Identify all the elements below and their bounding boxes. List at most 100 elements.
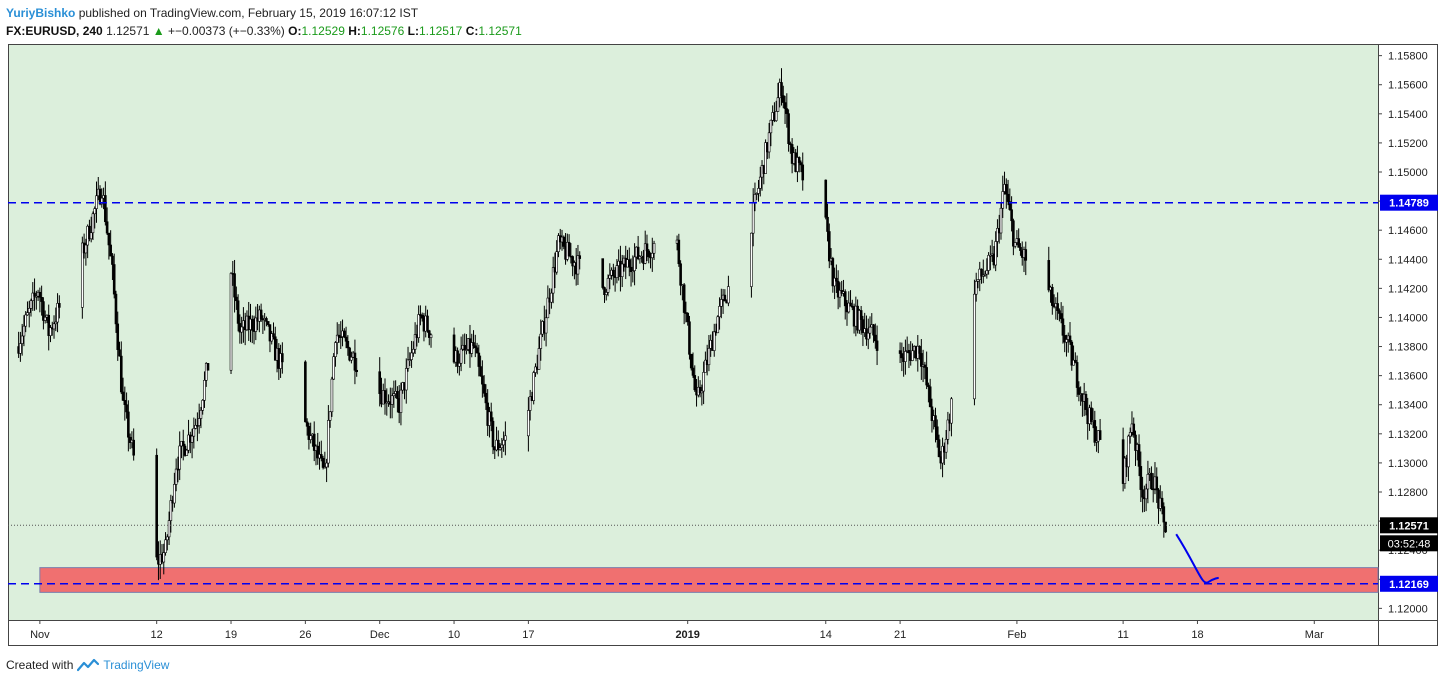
high-value: 1.12576 bbox=[360, 24, 405, 38]
candle-body bbox=[413, 334, 417, 350]
candle-body bbox=[550, 292, 553, 303]
candle-body bbox=[1065, 339, 1068, 343]
candle-body bbox=[93, 208, 97, 215]
candle-body bbox=[1056, 303, 1059, 311]
candle-body bbox=[458, 362, 461, 367]
candles bbox=[17, 68, 1167, 581]
candle-body bbox=[875, 340, 879, 351]
candle-body bbox=[49, 327, 52, 336]
candle-body bbox=[192, 428, 196, 437]
candle-body bbox=[54, 321, 58, 325]
candle-body bbox=[562, 236, 566, 247]
low-value: 1.12517 bbox=[418, 24, 463, 38]
support-zone bbox=[39, 567, 1379, 593]
candle-body bbox=[767, 132, 771, 153]
candle-body bbox=[47, 314, 51, 336]
candle-body bbox=[946, 419, 950, 440]
countdown-label: 03:52:48 bbox=[1388, 538, 1431, 550]
candle-body bbox=[645, 243, 649, 252]
x-tick-label: 12 bbox=[151, 629, 163, 641]
candle-body bbox=[194, 425, 197, 429]
candle-body bbox=[31, 292, 35, 301]
price-chart[interactable]: 1.120001.122001.124001.126001.128001.130… bbox=[0, 42, 1444, 648]
candle-body bbox=[688, 321, 691, 355]
candle-body bbox=[551, 267, 555, 294]
candle-body bbox=[606, 278, 610, 293]
x-tick-label: 10 bbox=[448, 629, 460, 641]
candle-body bbox=[1072, 359, 1075, 366]
candle-body bbox=[123, 400, 127, 405]
candle-body bbox=[537, 348, 541, 370]
candle-body bbox=[707, 348, 711, 366]
candle-body bbox=[980, 268, 983, 277]
candle-body bbox=[259, 309, 263, 320]
candle-body bbox=[502, 439, 505, 446]
candle-body bbox=[528, 396, 532, 411]
candle-body bbox=[112, 264, 116, 295]
candle-body bbox=[976, 279, 980, 282]
countdown-box bbox=[1380, 535, 1438, 552]
candle-body bbox=[702, 372, 705, 392]
candle-body bbox=[491, 420, 495, 448]
candle-body bbox=[452, 334, 456, 363]
candle-body bbox=[1095, 440, 1098, 443]
candle-body bbox=[769, 119, 773, 134]
close-label: C: bbox=[465, 24, 479, 38]
candle-body bbox=[698, 386, 702, 394]
candle-body bbox=[178, 445, 181, 470]
candle-body bbox=[764, 142, 767, 174]
candle-body bbox=[197, 418, 201, 426]
y-tick-label: 1.13000 bbox=[1388, 458, 1428, 470]
tradingview-brand[interactable]: TradingView bbox=[103, 658, 170, 672]
candle-body bbox=[304, 361, 307, 423]
candle-body bbox=[652, 243, 656, 254]
candle-body bbox=[861, 319, 865, 333]
candle-body bbox=[1075, 362, 1079, 388]
candle-body bbox=[105, 221, 109, 234]
candle-body bbox=[316, 445, 320, 459]
candle-body bbox=[1160, 497, 1164, 507]
candle-body bbox=[176, 468, 180, 471]
x-tick-label: 14 bbox=[820, 629, 832, 641]
candle-body bbox=[827, 231, 831, 262]
candle-body bbox=[718, 306, 721, 318]
chart-header: YuriyBishko published on TradingView.com… bbox=[6, 4, 522, 40]
author-name[interactable]: YuriyBishko bbox=[6, 6, 76, 20]
candle-body bbox=[1127, 435, 1130, 468]
candle-body bbox=[406, 359, 410, 369]
candle-body bbox=[114, 293, 118, 325]
candle-body bbox=[1019, 247, 1022, 251]
candle-body bbox=[1017, 238, 1020, 248]
candle-body bbox=[472, 342, 475, 347]
candle-body bbox=[937, 439, 941, 458]
candle-body bbox=[426, 315, 429, 332]
candle-body bbox=[343, 330, 346, 338]
low-label: L: bbox=[407, 24, 419, 38]
y-tick-label: 1.13400 bbox=[1388, 400, 1428, 412]
ohlc-line: FX:EURUSD, 240 1.12571 ▲ +−0.00373 (+−0.… bbox=[6, 24, 522, 38]
candle-body bbox=[328, 411, 332, 421]
candle-body bbox=[127, 411, 130, 438]
candle-body bbox=[601, 258, 605, 288]
candle-body bbox=[576, 255, 580, 275]
x-tick-label: 21 bbox=[894, 629, 906, 641]
candle-body bbox=[720, 299, 723, 307]
candle-body bbox=[250, 318, 254, 331]
y-tick-label: 1.14600 bbox=[1388, 225, 1428, 237]
candle-body bbox=[633, 256, 636, 271]
candle-body bbox=[758, 176, 762, 189]
candle-body bbox=[557, 235, 560, 252]
candle-body bbox=[923, 364, 927, 368]
candle-body bbox=[408, 359, 412, 361]
candle-body bbox=[125, 404, 128, 413]
candle-body bbox=[691, 367, 695, 376]
open-label: O: bbox=[288, 24, 302, 38]
candle-body bbox=[335, 334, 339, 343]
candle-body bbox=[109, 244, 112, 257]
candle-body bbox=[539, 333, 543, 349]
candle-body bbox=[1151, 488, 1155, 491]
candle-body bbox=[500, 444, 504, 449]
candle-body bbox=[166, 536, 169, 541]
candle-body bbox=[95, 195, 98, 209]
candle-body bbox=[162, 552, 166, 563]
